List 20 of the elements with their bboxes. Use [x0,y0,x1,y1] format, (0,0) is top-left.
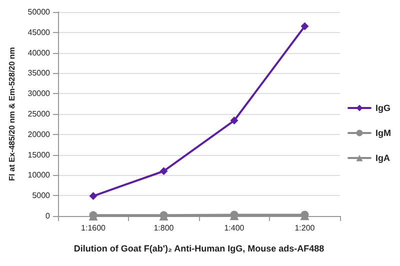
y-tick-label: 45000 [28,28,51,37]
x-axis-title: Dilution of Goat F(ab')₂ Anti-Human IgG, Mouse ads-AF488 [74,244,324,254]
y-axis-title: FI at Ex-485/20 nm & Em-528/20 nm [8,47,16,181]
y-tick-label: 20000 [28,130,51,139]
y-tick-label: 35000 [28,68,51,78]
x-tick-label: 1:200 [294,224,316,232]
y-tick-label: 40000 [28,48,51,58]
legend-label: IgA [376,153,391,163]
x-tick-label: 1:800 [154,224,174,232]
y-tick-label: 5000 [32,191,51,200]
legend-label: IgM [376,128,392,138]
y-tick-label: 50000 [28,8,51,16]
y-tick-label: 15000 [28,150,51,160]
x-tick-label: 1:400 [224,224,245,232]
y-tick-label: 25000 [28,110,51,118]
y-tick-label: 0 [46,212,51,220]
legend-label: IgG [376,103,391,113]
y-tick-label: 10000 [28,170,51,180]
y-tick-label: 30000 [28,89,51,98]
x-tick-label: 1:1600 [81,224,106,232]
